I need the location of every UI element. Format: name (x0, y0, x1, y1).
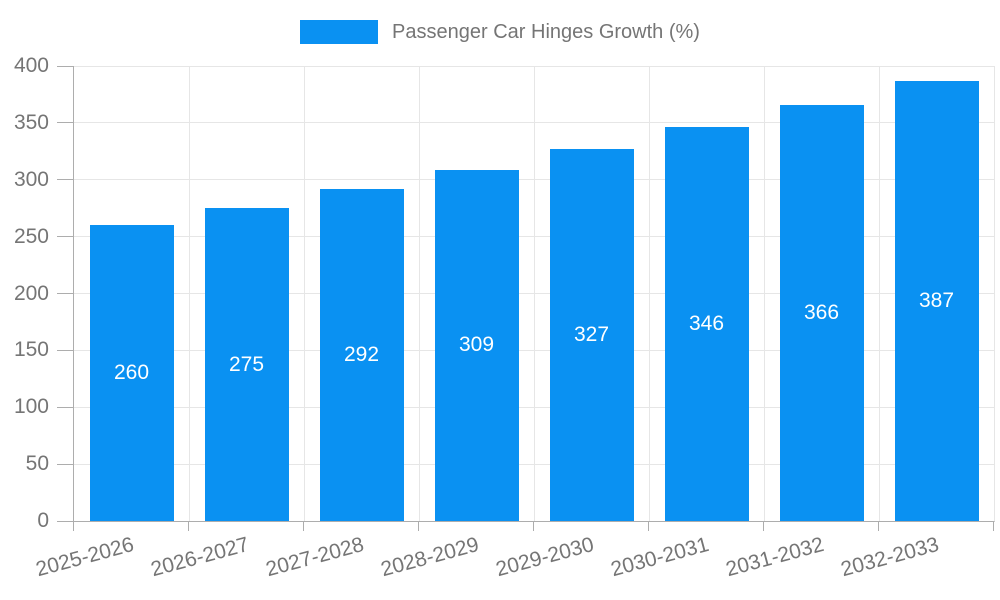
x-tick-mark (72, 522, 74, 531)
y-tick-label: 300 (13, 167, 49, 191)
bar (664, 127, 749, 521)
bar (779, 104, 864, 521)
y-tick-mark (57, 349, 73, 351)
y-tick-mark (57, 179, 73, 181)
x-tick-label: 2030-2031 (608, 533, 712, 582)
y-tick-label: 0 (37, 509, 49, 532)
x-gridline (303, 66, 305, 521)
y-tick-label: 250 (13, 224, 49, 248)
y-tick-label: 400 (13, 54, 49, 77)
x-tick-label: 2027-2028 (263, 533, 367, 582)
legend-swatch (300, 20, 379, 44)
bar-value-label: 275 (228, 352, 265, 376)
y-tick-mark (57, 122, 73, 124)
legend-label: Passenger Car Hinges Growth (%) (392, 20, 700, 43)
y-tick-mark (57, 293, 73, 294)
y-tick-label: 200 (13, 281, 49, 305)
x-tick-label: 2025-2026 (33, 533, 137, 582)
bar (319, 188, 404, 521)
x-gridline (648, 66, 650, 521)
x-tick-mark (992, 522, 994, 531)
x-tick-mark (187, 522, 189, 531)
bar (549, 149, 634, 521)
x-gridline (533, 66, 535, 521)
x-gridline (418, 66, 420, 521)
y-tick-label: 150 (13, 338, 49, 362)
bar-value-label: 292 (343, 342, 380, 366)
x-tick-mark (647, 522, 649, 531)
x-tick-label: 2032-2033 (838, 533, 942, 582)
plot-area: 260 275 292 309 327 346 366 387 (73, 65, 995, 522)
x-tick-label: 2028-2029 (378, 533, 482, 582)
x-tick-mark (417, 522, 419, 531)
x-gridline (763, 66, 765, 521)
x-tick-mark (762, 522, 764, 531)
bar-value-label: 327 (573, 323, 610, 347)
y-tick-mark (57, 236, 73, 238)
x-gridline (878, 66, 880, 521)
x-tick-label: 2026-2027 (148, 533, 252, 582)
y-tick-label: 50 (25, 452, 49, 476)
legend: Passenger Car Hinges Growth (%) (0, 20, 1000, 44)
bar-value-label: 260 (113, 361, 150, 385)
y-tick-mark (57, 520, 73, 522)
bar (894, 80, 979, 521)
y-tick-mark (57, 65, 73, 67)
x-tick-label: 2031-2032 (723, 533, 827, 582)
bar-value-label: 309 (458, 333, 495, 357)
y-tick-label: 350 (13, 110, 49, 134)
x-tick-label: 2029-2030 (493, 533, 597, 582)
bar-value-label: 346 (688, 312, 725, 336)
y-tick-mark (57, 463, 73, 465)
bar (89, 225, 174, 521)
x-tick-mark (532, 522, 534, 531)
bar (204, 208, 289, 521)
y-tick-mark (57, 406, 73, 408)
x-tick-mark (877, 522, 879, 531)
x-tick-mark (302, 522, 304, 531)
x-gridline (188, 66, 190, 521)
bar-value-label: 366 (803, 300, 840, 324)
y-tick-label: 100 (13, 395, 49, 419)
bar (434, 169, 519, 521)
bar-value-label: 387 (918, 288, 955, 312)
